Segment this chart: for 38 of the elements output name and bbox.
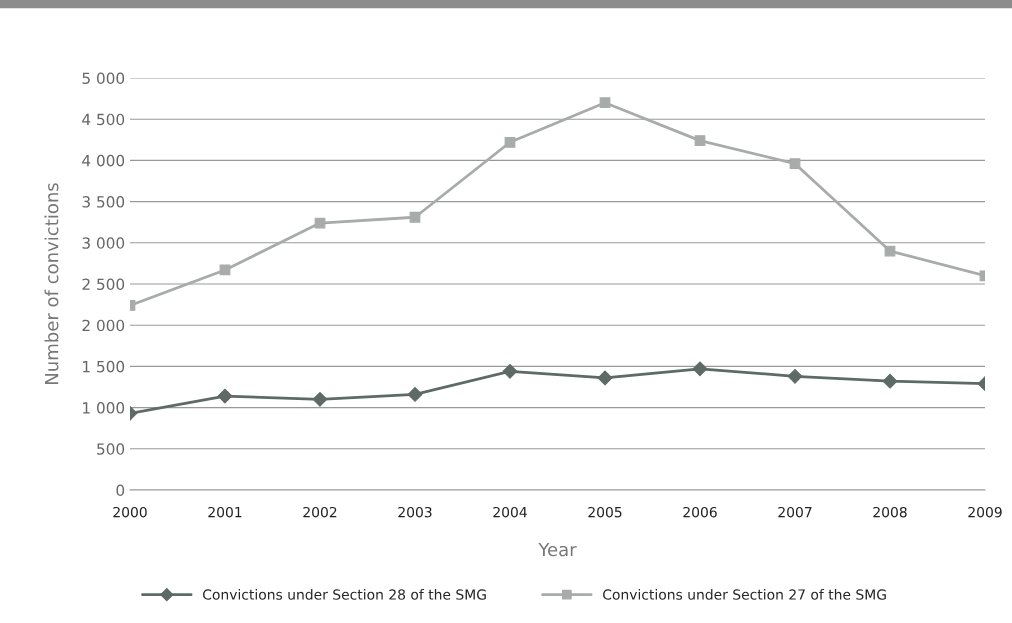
point bbox=[599, 97, 611, 109]
point bbox=[504, 136, 516, 148]
y-tick-label: 0 bbox=[116, 484, 125, 497]
point bbox=[312, 391, 328, 407]
point bbox=[882, 373, 898, 389]
y-tick-label: 1 000 bbox=[83, 402, 125, 414]
legend-label: Convictions under Section 27 of the SMG bbox=[603, 589, 886, 600]
point bbox=[407, 387, 423, 402]
y-tick-label: 1 500 bbox=[83, 360, 125, 373]
point bbox=[692, 361, 708, 377]
x-axis-title: Year bbox=[538, 542, 577, 557]
y-tick-label: 2 000 bbox=[82, 319, 125, 332]
y-tick-label: 4 000 bbox=[82, 154, 125, 167]
x-tick-label: 2005 bbox=[588, 506, 622, 518]
y-tick-label: 3 000 bbox=[82, 237, 125, 249]
point bbox=[409, 211, 421, 223]
x-tick-label: 2009 bbox=[968, 506, 1002, 518]
y-tick-label: 2 500 bbox=[82, 278, 125, 291]
y-axis-title: Number of convictions bbox=[44, 183, 59, 384]
y-tick-label: 3 500 bbox=[82, 196, 125, 208]
x-tick-label: 2004 bbox=[493, 506, 527, 518]
point bbox=[787, 368, 803, 384]
point bbox=[789, 158, 801, 170]
x-tick-label: 2007 bbox=[778, 506, 812, 518]
x-tick-label: 2000 bbox=[113, 506, 147, 518]
y-tick-label: 500 bbox=[97, 443, 125, 455]
y-tick-label: 5 000 bbox=[82, 72, 125, 85]
x-tick-label: 2002 bbox=[303, 506, 337, 518]
x-tick-label: 2001 bbox=[208, 506, 242, 518]
x-tick-label: 2006 bbox=[683, 506, 717, 518]
x-tick-label: 2008 bbox=[873, 506, 907, 518]
y-tick-label: 4 500 bbox=[82, 113, 125, 126]
x-tick-label: 2003 bbox=[398, 506, 432, 518]
point bbox=[597, 370, 613, 386]
point bbox=[694, 135, 706, 146]
legend-label: Convictions under Section 28 of the SMG bbox=[203, 589, 486, 600]
point bbox=[502, 363, 518, 379]
point bbox=[217, 388, 233, 404]
